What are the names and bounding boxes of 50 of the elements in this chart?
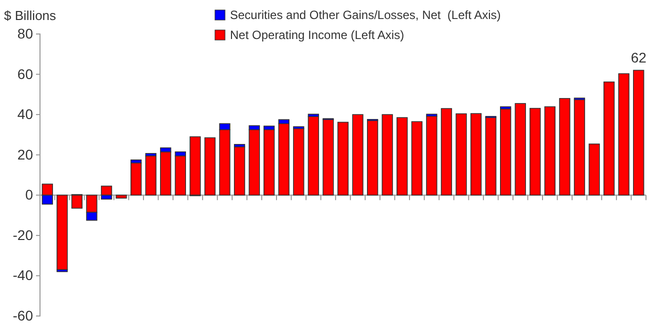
bar: [411, 121, 422, 196]
bar: [574, 99, 586, 196]
bar: [514, 103, 526, 196]
bar: [71, 194, 83, 209]
bar: [116, 194, 127, 199]
y-tick-label: 20: [17, 146, 34, 162]
y-tick-label: -20: [12, 226, 34, 243]
bar: [293, 128, 304, 196]
bar: [190, 136, 201, 196]
legend-label: Net Operating Income (Left Axis): [230, 28, 404, 42]
bar: [544, 106, 556, 196]
bar: [618, 73, 630, 196]
bar: [559, 98, 570, 196]
y-tick-label: 60: [17, 66, 34, 82]
bar: [308, 116, 320, 196]
bar: [130, 162, 142, 196]
bar: [174, 155, 186, 196]
bar: [278, 123, 290, 196]
bar: [500, 108, 512, 196]
bar: [456, 113, 467, 196]
bar: [100, 186, 112, 196]
bar: [426, 116, 438, 196]
bar: [160, 151, 172, 196]
bar: [366, 120, 378, 196]
y-tick-label: 80: [17, 25, 34, 42]
data-label: 62: [630, 49, 647, 66]
y-axis-title: $ Billions: [4, 8, 57, 23]
legend-label: Securities and Other Gains/Losses, Net (Left Axis): [230, 8, 501, 22]
bar: [234, 146, 246, 196]
bar: [396, 117, 408, 196]
bar: [588, 144, 600, 196]
bar: [470, 113, 482, 196]
bar: [204, 137, 216, 196]
y-tick-label: -40: [12, 267, 34, 284]
bar: [264, 129, 275, 196]
bar: [322, 119, 334, 196]
bar: [603, 82, 615, 196]
bar: [530, 108, 541, 196]
y-tick-label: -60: [12, 307, 34, 324]
bar: [352, 114, 364, 196]
bar: [485, 117, 496, 196]
bar: [440, 108, 452, 196]
bar: [633, 70, 644, 196]
bar: [145, 155, 156, 196]
bar: [382, 114, 393, 196]
y-tick-label: 40: [17, 106, 34, 122]
bar: [248, 129, 260, 196]
bar: [337, 122, 349, 196]
y-tick-label: 0: [25, 186, 34, 203]
bar: [56, 194, 68, 270]
